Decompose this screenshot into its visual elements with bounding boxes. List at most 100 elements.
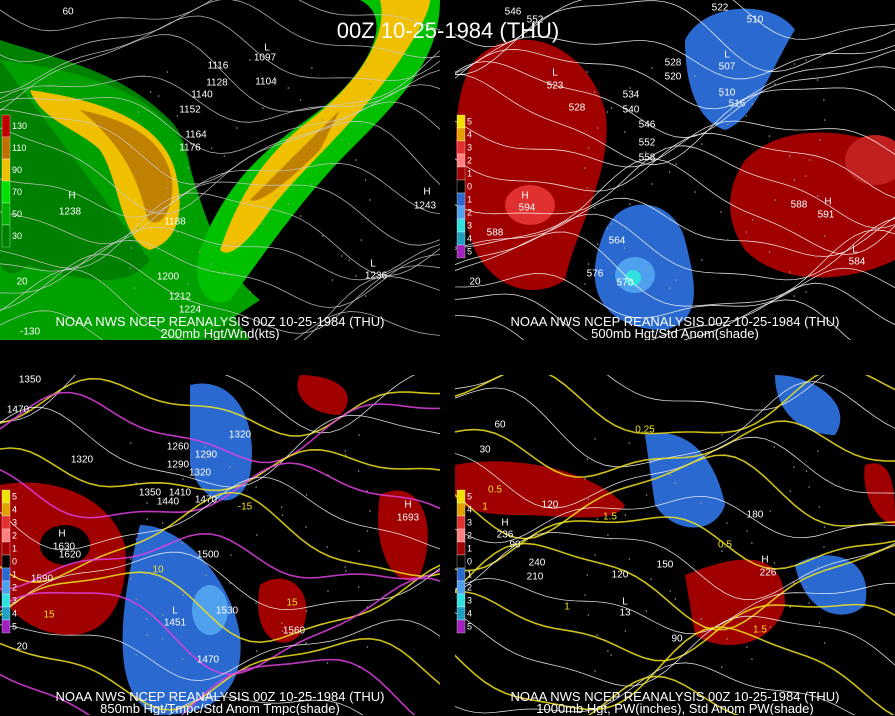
coast-mark	[818, 622, 821, 624]
coast-mark	[366, 530, 369, 532]
contour-label: 534	[623, 90, 640, 101]
legend-swatch	[1, 606, 11, 621]
contour	[0, 476, 440, 551]
coast-mark	[366, 606, 368, 608]
panel-subtitle: 850mb Hgt/Tmpc/Std Anom Tmpc(shade)	[100, 701, 340, 716]
panel-caption: NOAA NWS NCEP REANALYSIS 00Z 10-25-1984 …	[511, 689, 840, 704]
contour	[455, 133, 895, 199]
coast-mark	[773, 446, 776, 448]
coast-mark	[593, 91, 596, 93]
panel-subtitle: 200mb Hgt/Wnd(kts)	[160, 326, 279, 341]
coast-mark	[205, 574, 207, 576]
coast-mark	[805, 59, 807, 61]
coast-mark	[694, 191, 696, 193]
coast-mark	[205, 458, 207, 460]
contour	[455, 197, 895, 257]
coast-mark	[366, 646, 369, 648]
contour-label: 226	[760, 568, 777, 579]
coast-mark	[230, 670, 232, 672]
contour-label: 510	[719, 88, 736, 99]
contour-label: 523	[547, 81, 564, 92]
shade	[258, 578, 307, 643]
coast-mark	[287, 203, 289, 205]
contour-label: 1188	[164, 217, 186, 228]
contour-label: H	[404, 500, 411, 511]
coast-mark	[610, 654, 612, 656]
coast-mark	[326, 662, 329, 664]
coast-mark	[355, 275, 357, 277]
coast-mark	[587, 147, 590, 149]
legend-swatch	[456, 179, 466, 194]
legend-label: 4	[12, 505, 17, 515]
coast-mark	[230, 554, 232, 556]
coast-mark	[623, 131, 626, 133]
coast-mark	[593, 207, 596, 209]
coast-mark	[135, 598, 137, 600]
contour-label: -130	[20, 327, 40, 338]
legend-label: 2	[12, 583, 17, 593]
contour-label: 180	[747, 510, 764, 521]
contour-label: 1440	[157, 497, 180, 508]
coast-mark	[176, 231, 179, 233]
coast-mark	[823, 642, 826, 644]
contour-label: 1320	[189, 468, 212, 479]
contour-label: 528	[665, 58, 682, 69]
coast-mark	[133, 171, 136, 173]
sheet-title: 00Z 10-25-1984 (THU)	[337, 18, 560, 43]
coast-mark	[255, 650, 258, 652]
coast-mark	[340, 255, 343, 257]
shade	[795, 555, 867, 615]
contour-label: 120	[542, 500, 559, 511]
shade	[456, 39, 607, 290]
coast-mark	[823, 662, 825, 664]
shade	[685, 8, 795, 130]
contour-label: L	[724, 50, 730, 61]
contour-label: 1097	[254, 53, 277, 64]
contour	[455, 436, 895, 509]
coast-mark	[166, 187, 169, 189]
coast-mark	[726, 239, 729, 241]
coast-mark	[130, 247, 133, 249]
coast-mark	[162, 614, 164, 616]
contour	[455, 48, 895, 110]
coast-mark	[774, 199, 776, 201]
contour-label: 584	[849, 257, 866, 268]
coast-mark	[135, 654, 138, 656]
coast-mark	[721, 550, 723, 552]
coast-mark	[808, 159, 811, 161]
contour-label: L	[552, 68, 558, 79]
coast-mark	[816, 79, 819, 81]
coast-mark	[726, 123, 729, 125]
shade	[864, 463, 895, 525]
contour	[455, 662, 856, 715]
contour-label: 210	[527, 572, 544, 583]
legend-swatch	[1, 224, 11, 248]
contour-label: 1.5	[753, 625, 767, 636]
coast-mark	[345, 454, 347, 456]
coast-mark	[700, 502, 702, 504]
legend-label: 3	[12, 596, 17, 606]
coast-mark	[326, 546, 329, 548]
legend-swatch	[456, 502, 466, 517]
legend-swatch	[456, 515, 466, 530]
coast-mark	[321, 119, 324, 121]
coast-mark	[305, 642, 307, 644]
contour-label: 546	[505, 7, 522, 18]
contour-label: 150	[657, 560, 674, 571]
legend-label: 1	[467, 169, 472, 179]
legend-swatch	[1, 541, 11, 556]
contour	[455, 375, 825, 411]
coast-mark	[321, 235, 324, 237]
coast-mark	[695, 570, 697, 572]
coast-mark	[675, 279, 677, 281]
coast-mark	[129, 462, 132, 464]
coast-mark	[149, 91, 152, 93]
coast-mark	[236, 127, 238, 129]
coast-mark	[146, 618, 148, 620]
panel-subtitle: 1000mb Hgt, PW(inches), Std Anom PW(shad…	[536, 701, 813, 716]
coast-mark	[645, 267, 647, 269]
contour-label: 1140	[191, 90, 213, 101]
coast-mark	[823, 215, 825, 217]
contour	[0, 69, 440, 123]
